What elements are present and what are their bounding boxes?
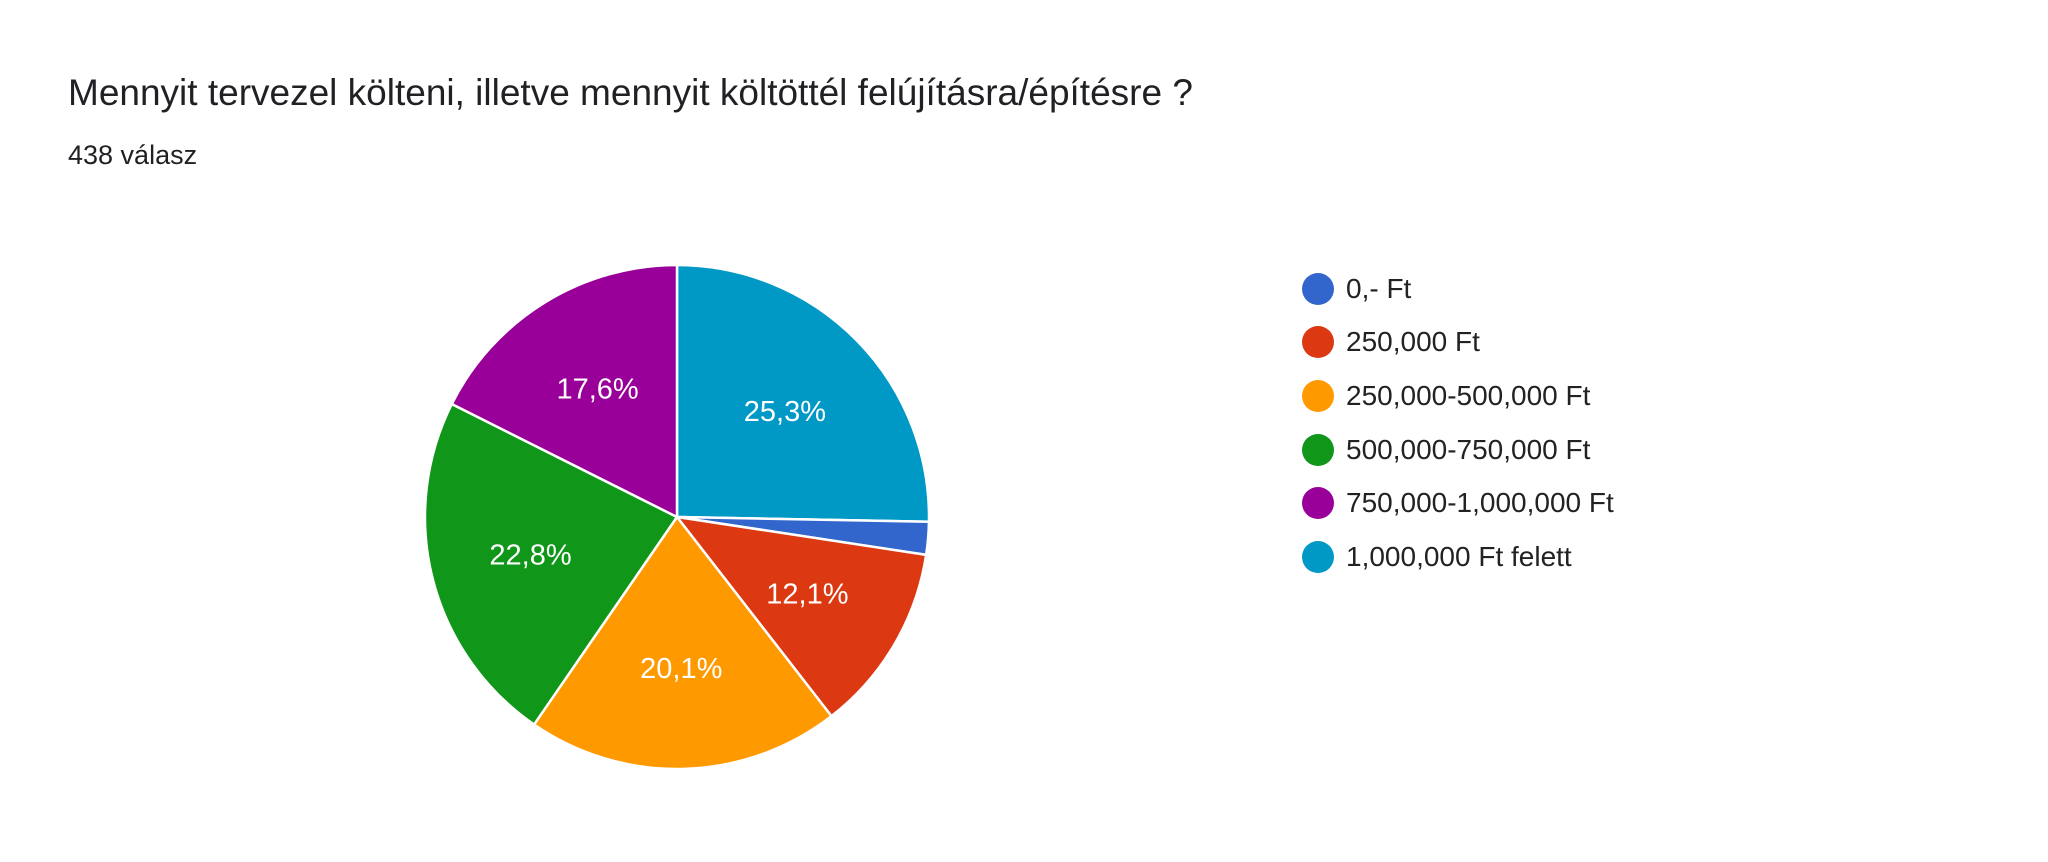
pie-slice[interactable] — [450, 263, 679, 520]
legend-swatch — [1302, 272, 1334, 305]
legend-label: 250,000 Ft — [1346, 326, 1480, 358]
legend-label: 750,000-1,000,000 Ft — [1346, 487, 1614, 519]
legend: 0,- Ft 250,000 Ft 250,000-500,000 Ft 500… — [1302, 262, 1614, 584]
legend-swatch — [1302, 487, 1334, 520]
legend-swatch — [1302, 379, 1334, 412]
slice-label: 12,1% — [766, 579, 848, 611]
legend-label: 1,000,000 Ft felett — [1346, 540, 1572, 572]
slice-label: 22,8% — [489, 540, 571, 572]
legend-label: 250,000-500,000 Ft — [1346, 379, 1591, 411]
slice-label: 20,1% — [640, 653, 722, 685]
pie-slice[interactable] — [423, 402, 679, 727]
pie-slice[interactable] — [532, 514, 834, 771]
pie-slice[interactable] — [674, 515, 928, 718]
legend-label: 500,000-750,000 Ft — [1346, 433, 1591, 465]
legend-item[interactable]: 0,- Ft — [1302, 262, 1614, 316]
legend-item[interactable]: 1,000,000 Ft felett — [1302, 530, 1614, 584]
chart-title: Mennyit tervezel költeni, illetve mennyi… — [68, 72, 1193, 113]
legend-swatch — [1302, 540, 1334, 573]
legend-item[interactable]: 250,000-500,000 Ft — [1302, 369, 1614, 423]
legend-swatch — [1302, 433, 1334, 466]
legend-label: 0,- Ft — [1346, 272, 1412, 304]
legend-item[interactable]: 250,000 Ft — [1302, 316, 1614, 370]
legend-item[interactable]: 500,000-750,000 Ft — [1302, 423, 1614, 477]
slice-label: 25,3% — [744, 396, 826, 428]
pie-slice[interactable] — [675, 263, 931, 524]
legend-swatch — [1302, 326, 1334, 359]
response-count: 438 válasz — [68, 140, 198, 170]
legend-item[interactable]: 750,000-1,000,000 Ft — [1302, 476, 1614, 530]
slice-label: 17,6% — [556, 373, 638, 405]
